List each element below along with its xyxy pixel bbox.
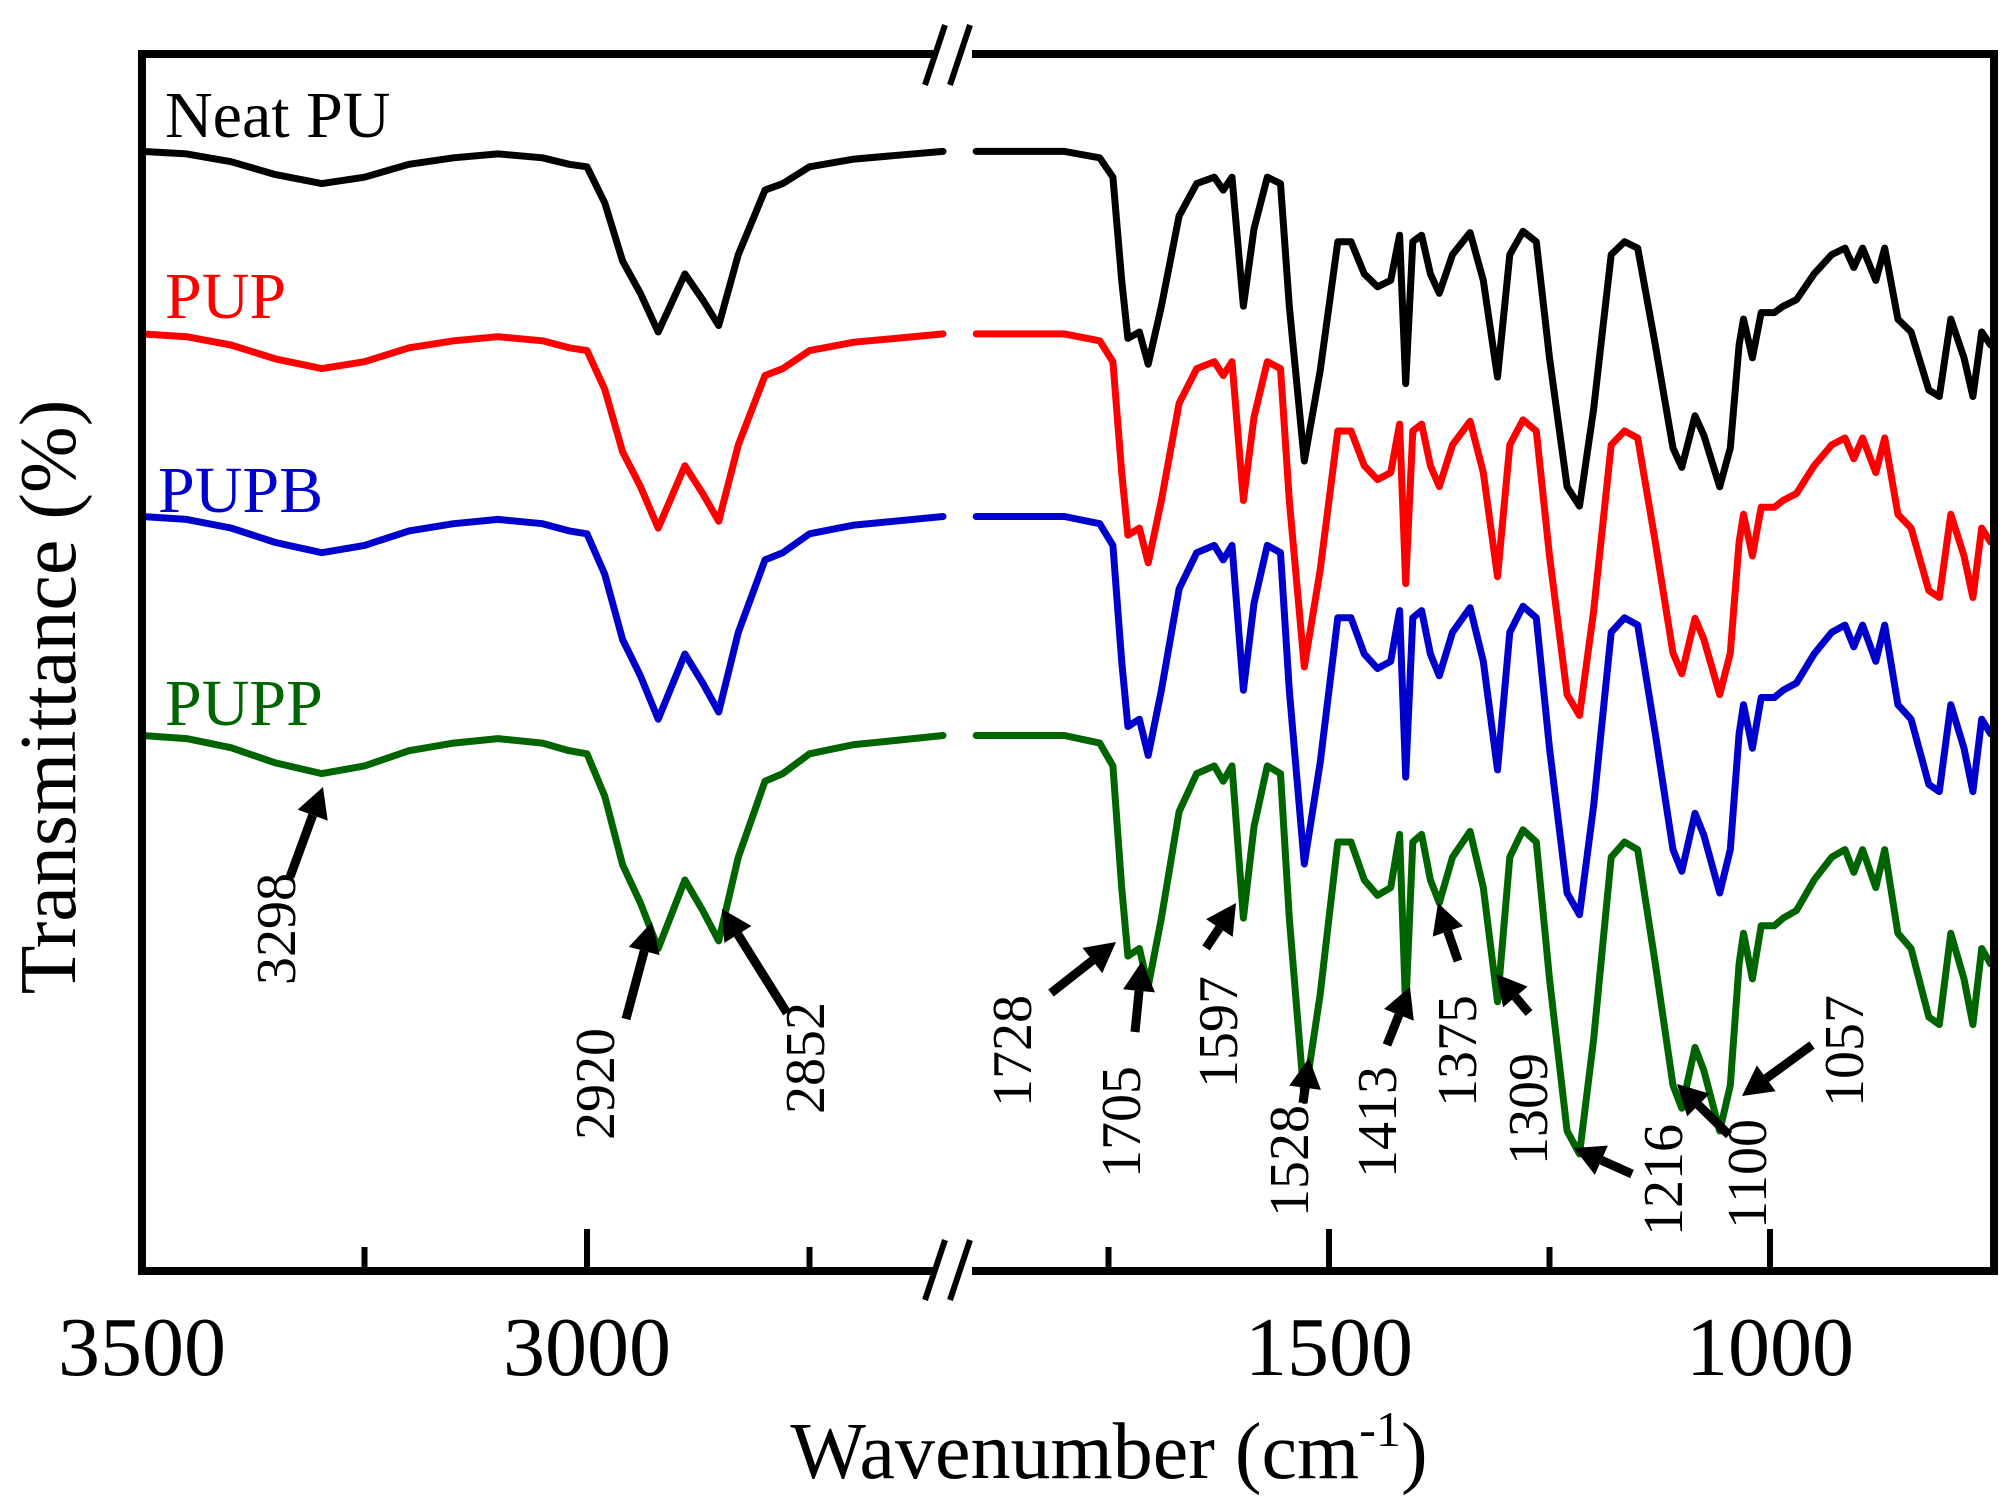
arrow-head-icon	[1289, 1058, 1321, 1090]
peak-label: 2920	[565, 1028, 627, 1140]
arrow-shaft	[285, 813, 317, 879]
peak-label: 1309	[1498, 1053, 1560, 1165]
series-label-pup: PUP	[165, 260, 286, 333]
series-label-pupb: PUPB	[158, 454, 323, 527]
arrow-shaft	[734, 932, 791, 1016]
peak-label: 1216	[1633, 1124, 1695, 1236]
arrow-head-icon	[628, 922, 660, 956]
arrow-head-icon	[1123, 961, 1155, 993]
arrow-head-icon	[1677, 1084, 1710, 1117]
peak-label: 1100	[1717, 1119, 1779, 1229]
arrow-shaft	[1763, 1041, 1815, 1082]
y-axis-title: Transmittance (%)	[5, 400, 93, 995]
peak-annotation-3298: 3298	[246, 787, 328, 985]
x-tick-label: 3000	[503, 1301, 671, 1394]
peak-annotation-1528: 1528	[1259, 1058, 1321, 1217]
peak-annotation-1375: 1375	[1427, 903, 1489, 1107]
arrow-shaft	[621, 949, 649, 1021]
arrow-head-icon	[1574, 1145, 1608, 1175]
arrow-head-icon	[1432, 903, 1463, 937]
arrow-shaft	[1443, 929, 1463, 963]
peak-label: 1728	[982, 995, 1044, 1107]
x-tick-label: 3500	[58, 1301, 226, 1394]
series-line-neat-pu-right	[972, 147, 1994, 510]
arrow-shaft	[1599, 1156, 1634, 1179]
arrow-shaft	[1695, 1101, 1733, 1139]
peak-label: 1413	[1347, 1066, 1409, 1178]
arrow-head-icon	[1206, 903, 1236, 937]
series-line-pupp-right	[972, 732, 1994, 1158]
peak-annotation-1597: 1597	[1188, 903, 1250, 1088]
arrow-head-icon	[1384, 987, 1414, 1021]
peak-label: 2852	[775, 1002, 837, 1114]
series-line-pupb-left	[138, 513, 947, 723]
series-line-pupp-left	[138, 732, 947, 952]
x-tick-label: 1500	[1245, 1301, 1413, 1394]
axis-break-bottom	[922, 1239, 973, 1301]
arrow-shaft	[1202, 925, 1224, 951]
series-line-pupb-right	[972, 513, 1994, 919]
peak-annotation-1057: 1057	[1742, 995, 1876, 1107]
arrow-shaft	[1511, 993, 1533, 1016]
arrow-head-icon	[722, 909, 752, 943]
series-label-pupp: PUPP	[165, 667, 323, 740]
series-line-pup-left	[138, 330, 947, 532]
x-tick-labels: 3500 3000 1500 1000	[58, 1301, 1854, 1394]
arrow-shaft	[1048, 956, 1096, 997]
arrow-shaft	[1298, 1087, 1310, 1104]
peak-annotation-1413: 1413	[1347, 987, 1414, 1178]
peak-annotation-1216: 1216	[1574, 1124, 1695, 1236]
arrow-head-icon	[1082, 942, 1116, 974]
series-label-neat-pu: Neat PU	[165, 79, 390, 152]
peak-annotation-2920: 2920	[565, 922, 660, 1140]
axis-break-top	[922, 24, 973, 86]
arrow-head-icon	[1742, 1065, 1776, 1096]
plot-frame	[138, 50, 1998, 1275]
peak-annotation-1728: 1728	[982, 942, 1116, 1107]
arrow-shaft	[1382, 1013, 1404, 1047]
x-tick-label: 1000	[1686, 1301, 1854, 1394]
peak-label: 3298	[246, 873, 308, 985]
peak-annotation-2852: 2852	[722, 909, 837, 1114]
x-axis-title: Wavenumber (cm-1)	[790, 1401, 1427, 1496]
spectra-curves	[138, 147, 1994, 1158]
arrow-shaft	[1130, 990, 1144, 1033]
x-ticks	[361, 1229, 1773, 1271]
peak-label: 1528	[1259, 1105, 1321, 1217]
peak-label: 1705	[1091, 1066, 1153, 1178]
series-line-pup-right	[972, 330, 1994, 719]
peak-label: 1597	[1188, 976, 1250, 1088]
series-line-neat-pu-left	[138, 147, 947, 336]
peak-annotation-1309: 1309	[1496, 974, 1560, 1165]
peak-annotation-1705: 1705	[1091, 961, 1155, 1178]
peak-annotation-1100: 1100	[1677, 1084, 1779, 1229]
peak-label: 1375	[1427, 995, 1489, 1107]
arrow-head-icon	[1496, 974, 1528, 1008]
arrow-head-icon	[297, 787, 328, 821]
peak-label: 1057	[1814, 995, 1876, 1107]
